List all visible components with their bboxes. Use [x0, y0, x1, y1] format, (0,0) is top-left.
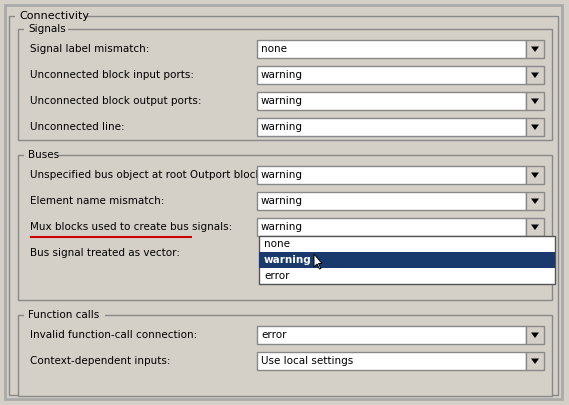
Bar: [526, 192, 544, 210]
Bar: [526, 326, 544, 344]
Bar: [18, 29, 552, 140]
Bar: [526, 118, 544, 136]
Text: none: none: [264, 239, 290, 249]
Text: warning: warning: [261, 196, 303, 206]
Text: Connectivity: Connectivity: [19, 11, 89, 21]
Bar: [526, 40, 544, 58]
Text: Signals: Signals: [28, 24, 66, 34]
Bar: [15, 9, 85, 23]
Bar: [24, 308, 105, 322]
Bar: [18, 315, 552, 396]
Text: warning: warning: [261, 222, 303, 232]
Text: warning: warning: [261, 96, 303, 106]
Polygon shape: [531, 124, 539, 130]
Bar: [24, 22, 68, 36]
Text: error: error: [261, 330, 287, 340]
Bar: [259, 236, 555, 284]
Polygon shape: [531, 198, 539, 204]
Polygon shape: [531, 333, 539, 338]
Bar: [257, 66, 526, 84]
Bar: [257, 352, 526, 370]
Text: warning: warning: [261, 122, 303, 132]
Text: Use local settings: Use local settings: [261, 356, 353, 366]
Text: Unspecified bus object at root Outport block:: Unspecified bus object at root Outport b…: [30, 170, 265, 180]
Bar: [257, 166, 526, 184]
Text: warning: warning: [264, 255, 312, 265]
Bar: [24, 148, 58, 162]
Bar: [257, 118, 526, 136]
Text: Unconnected line:: Unconnected line:: [30, 122, 125, 132]
Text: Function calls: Function calls: [28, 310, 99, 320]
Polygon shape: [531, 224, 539, 230]
Text: Mux blocks used to create bus signals:: Mux blocks used to create bus signals:: [30, 222, 232, 232]
Text: warning: warning: [261, 170, 303, 180]
Text: Bus signal treated as vector:: Bus signal treated as vector:: [30, 248, 180, 258]
Text: Unconnected block input ports:: Unconnected block input ports:: [30, 70, 194, 80]
Bar: [257, 192, 526, 210]
Bar: [257, 326, 526, 344]
Bar: [257, 218, 526, 236]
Bar: [259, 252, 555, 268]
Bar: [18, 155, 552, 300]
Text: error: error: [264, 271, 290, 281]
Polygon shape: [531, 72, 539, 78]
Text: Buses: Buses: [28, 150, 59, 160]
Polygon shape: [531, 358, 539, 364]
Text: none: none: [261, 44, 287, 54]
Polygon shape: [531, 47, 539, 52]
Bar: [526, 352, 544, 370]
Text: Context-dependent inputs:: Context-dependent inputs:: [30, 356, 171, 366]
Text: Invalid function-call connection:: Invalid function-call connection:: [30, 330, 197, 340]
Bar: [526, 218, 544, 236]
Text: Element name mismatch:: Element name mismatch:: [30, 196, 164, 206]
Bar: [526, 166, 544, 184]
Polygon shape: [531, 173, 539, 178]
Polygon shape: [314, 254, 322, 269]
Text: Signal label mismatch:: Signal label mismatch:: [30, 44, 150, 54]
Bar: [257, 40, 526, 58]
Polygon shape: [531, 98, 539, 104]
Text: Unconnected block output ports:: Unconnected block output ports:: [30, 96, 201, 106]
Bar: [526, 92, 544, 110]
Text: warning: warning: [261, 70, 303, 80]
Bar: [526, 66, 544, 84]
Bar: [257, 92, 526, 110]
